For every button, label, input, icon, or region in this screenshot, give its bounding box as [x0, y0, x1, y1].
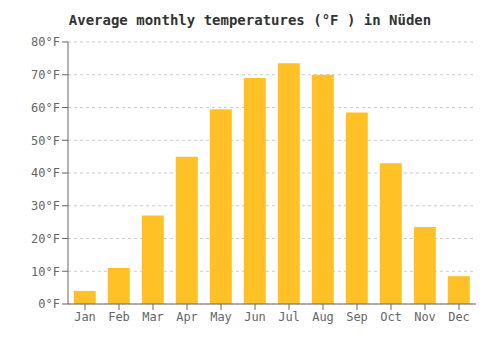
svg-text:Jun: Jun [244, 310, 266, 324]
svg-text:Feb: Feb [108, 310, 130, 324]
svg-text:Oct: Oct [380, 310, 402, 324]
svg-text:30°F: 30°F [31, 199, 60, 213]
svg-text:Dec: Dec [448, 310, 470, 324]
svg-text:Mar: Mar [142, 310, 164, 324]
svg-text:80°F: 80°F [31, 35, 60, 49]
svg-text:Jan: Jan [74, 310, 96, 324]
svg-text:0°F: 0°F [38, 297, 60, 311]
svg-text:20°F: 20°F [31, 232, 60, 246]
svg-text:60°F: 60°F [31, 101, 60, 115]
svg-text:May: May [210, 310, 232, 324]
svg-text:50°F: 50°F [31, 134, 60, 148]
svg-text:Nov: Nov [414, 310, 436, 324]
html-text:Average monthly temperatures (: Average monthly temperatures (°F ) in Nü… [68, 12, 432, 28]
svg-text:40°F: 40°F [31, 166, 60, 180]
svg-text:Jul: Jul [278, 310, 300, 324]
svg-text:Sep: Sep [346, 310, 368, 324]
svg-text:Aug: Aug [312, 310, 334, 324]
svg-text:10°F: 10°F [31, 265, 60, 279]
svg-text:70°F: 70°F [31, 68, 60, 82]
svg-text:Apr: Apr [176, 310, 198, 324]
